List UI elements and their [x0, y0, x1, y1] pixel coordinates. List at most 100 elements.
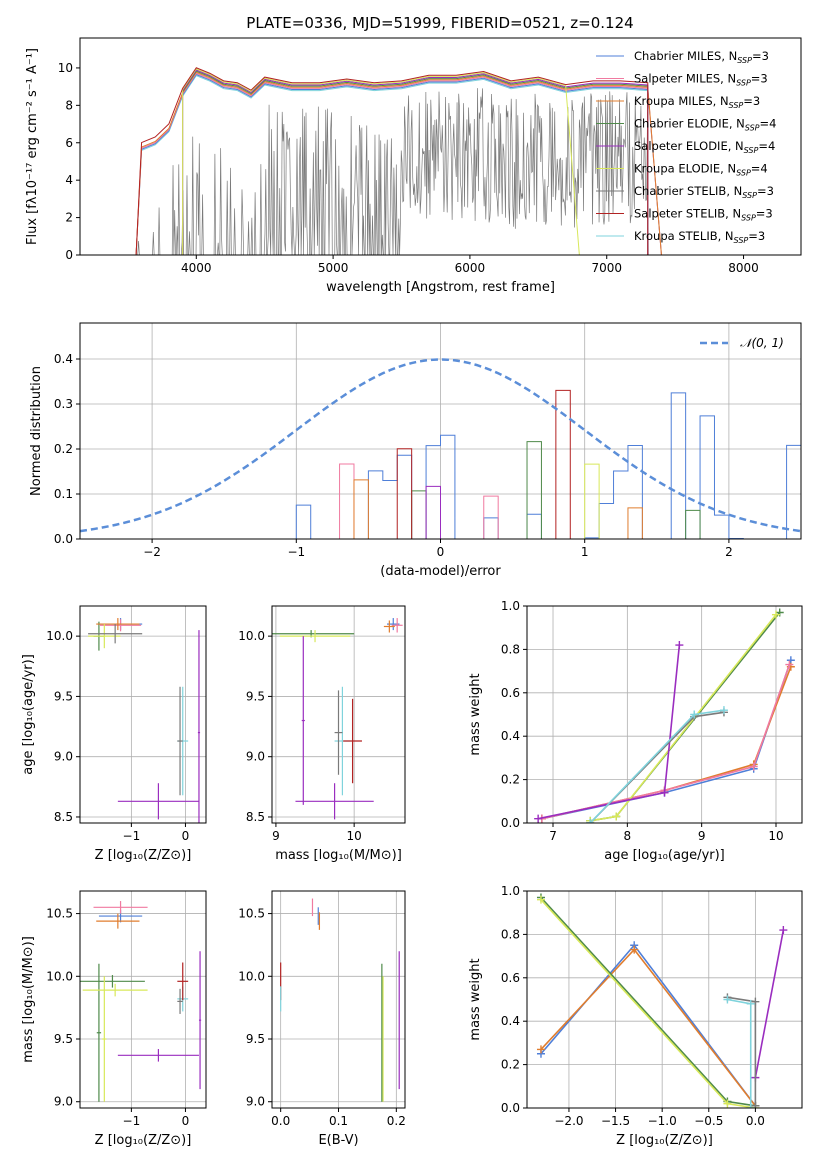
y-tick-label: 0.6	[501, 971, 520, 985]
normal-curve	[80, 358, 801, 533]
series-marker	[723, 995, 732, 1004]
series-marker	[771, 610, 780, 619]
legend-label-tail: =3	[751, 72, 768, 86]
axes-frame: −1 0 9.0 9.5 10.0 10.5 Z [log₁₀(Z/Z⊙)] mass [lo…	[21, 890, 207, 1148]
axes-frame: 0.0 0.1 0.2 9.0 9.5 10.0 10.5 E(B-V)	[238, 890, 406, 1148]
panel-spectrum: 4000 5000 6000 7000 8000 0 2 4 6 8 10 wavelength [A…	[25, 37, 802, 295]
legend-label-main: Chabrier MILES, N	[634, 49, 737, 63]
legend-label-main: Kroupa ELODIE, N	[634, 162, 736, 176]
series-marker	[660, 788, 669, 797]
errorbar-point	[93, 901, 148, 914]
axes-frame: 7 8 9 10 0.0 0.2 0.4 0.6 0.8 1.0 age [log₁₀(age/yr…	[468, 599, 803, 863]
errorbar-point	[177, 962, 189, 1001]
x-tick-label: 10	[768, 829, 783, 843]
y-tick-label: 0.0	[54, 532, 73, 546]
model-line-salpeter-miles	[135, 72, 662, 255]
x-tick-label: 4000	[181, 261, 212, 275]
model-line-kroupa-miles	[135, 71, 662, 255]
x-axis-label: Z [log₁₀(Z/Z⊙)]	[616, 1133, 713, 1148]
grid-lines	[272, 891, 405, 1108]
errorbar-point	[279, 630, 351, 643]
panel-mass-vs-metallicity: −1 0 9.0 9.5 10.0 10.5 Z [log₁₀(Z/Z⊙)] mass [lo…	[21, 890, 207, 1148]
errorbar-point	[391, 618, 403, 633]
x-tick-label: −2	[143, 545, 161, 559]
axes-border	[79, 890, 207, 1109]
legend-label-sub: SSP	[736, 79, 751, 88]
legend-label-sub: SSP	[736, 169, 751, 178]
histogram-kroupa-elodie	[80, 463, 801, 539]
grid-lines	[527, 890, 802, 1109]
x-tick-label: 7	[549, 829, 557, 843]
series-marker	[612, 812, 621, 821]
x-axis-label: (data-model)/error	[380, 564, 501, 579]
series-line	[540, 899, 756, 1108]
errorbar-point	[96, 963, 102, 1102]
x-tick-label: 9	[698, 829, 706, 843]
x-tick-label: −1	[287, 545, 305, 559]
x-tick-label: 10	[347, 829, 362, 843]
x-tick-label: 8	[624, 829, 632, 843]
axes-frame: −1 0 8.5 9.0 9.5 10.0 Z [log₁₀(Z/Z⊙)] age [log₁…	[21, 605, 207, 863]
legend-label-tail: =3	[756, 207, 773, 221]
data-layer	[80, 358, 801, 539]
y-tick-label: 8.5	[246, 810, 265, 824]
y-tick-label: 9.0	[246, 750, 265, 764]
histogram-kroupa-stelib	[80, 538, 801, 539]
y-tick-label: 10.5	[46, 907, 73, 921]
x-tick-label: −1	[123, 1114, 141, 1128]
x-tick-label: −1.0	[648, 1114, 677, 1128]
y-tick-label: 4	[65, 173, 73, 187]
series-marker	[586, 819, 595, 823]
axes-border	[526, 605, 803, 824]
model-line-chabrier-elodie	[182, 70, 649, 255]
y-tick-label: 9.0	[246, 1095, 265, 1109]
errorbar-point	[117, 1049, 199, 1062]
x-tick-label: 0.0	[271, 1114, 290, 1128]
x-tick-label: 9	[272, 829, 280, 843]
x-tick-label: 0	[182, 829, 190, 843]
series-marker	[536, 895, 545, 904]
x-tick-label: 8000	[728, 261, 759, 275]
y-tick-label: 9.5	[246, 1032, 265, 1046]
series-marker	[746, 1104, 755, 1108]
errorbar-point	[343, 698, 362, 784]
legend-label-tail: =4	[758, 139, 775, 153]
legend-label-sub: SSP	[745, 124, 760, 133]
model-line-salpeter-elodie	[182, 69, 649, 255]
legend-label-main: Salpeter ELODIE, N	[634, 139, 744, 153]
panel-mass-weight-vs-metallicity: −2.0 −1.5 −1.0 −0.5 0.0 0.0 0.2 0.4 0.6 0.8 1.0 Z […	[468, 884, 803, 1148]
legend-label-main: Chabrier STELIB, N	[634, 184, 742, 198]
y-axis-label: Normed distribution	[29, 366, 44, 496]
data-spectrum-line	[136, 88, 662, 255]
histogram-salpeter-stelib	[80, 389, 801, 539]
y-tick-label: 2	[65, 211, 73, 225]
model-line-salpeter-stelib	[135, 67, 649, 255]
x-tick-label: −1	[123, 829, 141, 843]
axes-frame: −2.0 −1.5 −1.0 −0.5 0.0 0.0 0.2 0.4 0.6 0.8 1.0 Z […	[468, 884, 803, 1148]
axes-frame: −2 −1 0 1 2 0.0 0.1 0.2 0.3 0.4 (data-model)/error…	[29, 322, 802, 579]
y-tick-label: 10.0	[46, 629, 73, 643]
legend-label: Chabrier STELIB, NSSP=3	[634, 184, 774, 200]
y-tick-label: 9.5	[54, 689, 73, 703]
legend: 𝒩(0, 1)	[700, 336, 784, 350]
series-marker	[534, 814, 543, 823]
x-tick-label: 0	[182, 1114, 190, 1128]
legend-label-sub: SSP	[729, 101, 744, 110]
series-marker	[675, 641, 684, 650]
y-tick-label: 8.5	[54, 810, 73, 824]
series-marker	[536, 1045, 545, 1054]
series-line	[727, 998, 752, 1108]
x-tick-label: 0.1	[329, 1114, 348, 1128]
y-tick-label: 0.4	[54, 352, 73, 366]
series-marker	[746, 999, 755, 1008]
legend-label: Chabrier ELODIE, NSSP=4	[634, 117, 776, 133]
y-tick-label: 0.3	[54, 397, 73, 411]
legend-label: Kroupa STELIB, NSSP=3	[634, 229, 765, 245]
y-tick-label: 1.0	[501, 599, 520, 613]
errorbar-point	[80, 975, 145, 988]
legend-label: Chabrier MILES, NSSP=3	[634, 49, 769, 65]
y-tick-label: 10.0	[238, 969, 265, 983]
legend-label-sub: SSP	[734, 236, 749, 245]
legend-label: Salpeter ELODIE, NSSP=4	[634, 139, 775, 155]
